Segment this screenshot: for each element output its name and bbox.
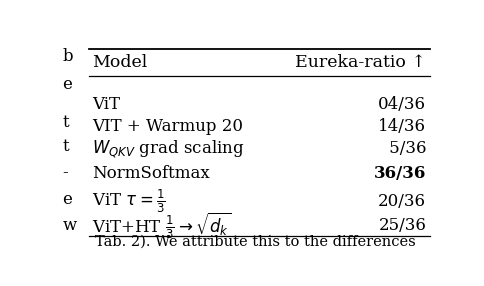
Text: w: w	[62, 217, 76, 235]
Text: ViT $\tau = \frac{1}{3}$: ViT $\tau = \frac{1}{3}$	[92, 188, 166, 215]
Text: e: e	[62, 191, 72, 208]
Text: 14/36: 14/36	[378, 118, 426, 135]
Text: VIT + Warmup 20: VIT + Warmup 20	[92, 118, 243, 135]
Text: Tab. 2). We attribute this to the differences: Tab. 2). We attribute this to the differ…	[95, 235, 416, 249]
Text: $W_{QKV}$ grad scaling: $W_{QKV}$ grad scaling	[92, 138, 245, 160]
Text: e: e	[62, 76, 72, 94]
Text: t: t	[62, 138, 69, 155]
Text: ViT+HT $\frac{1}{3} \rightarrow \sqrt{d_k}$: ViT+HT $\frac{1}{3} \rightarrow \sqrt{d_…	[92, 210, 231, 241]
Text: 36/36: 36/36	[374, 165, 426, 182]
Text: t: t	[62, 114, 69, 131]
Text: ViT: ViT	[92, 96, 121, 113]
Text: 04/36: 04/36	[378, 96, 426, 113]
Text: Model: Model	[92, 54, 148, 71]
Text: -: -	[62, 164, 68, 182]
Text: NormSoftmax: NormSoftmax	[92, 165, 210, 182]
Text: Eureka-ratio ↑: Eureka-ratio ↑	[295, 54, 426, 71]
Text: b: b	[62, 48, 73, 65]
Text: 25/36: 25/36	[378, 217, 426, 235]
Text: 5/36: 5/36	[384, 140, 426, 157]
Text: 20/36: 20/36	[378, 193, 426, 210]
